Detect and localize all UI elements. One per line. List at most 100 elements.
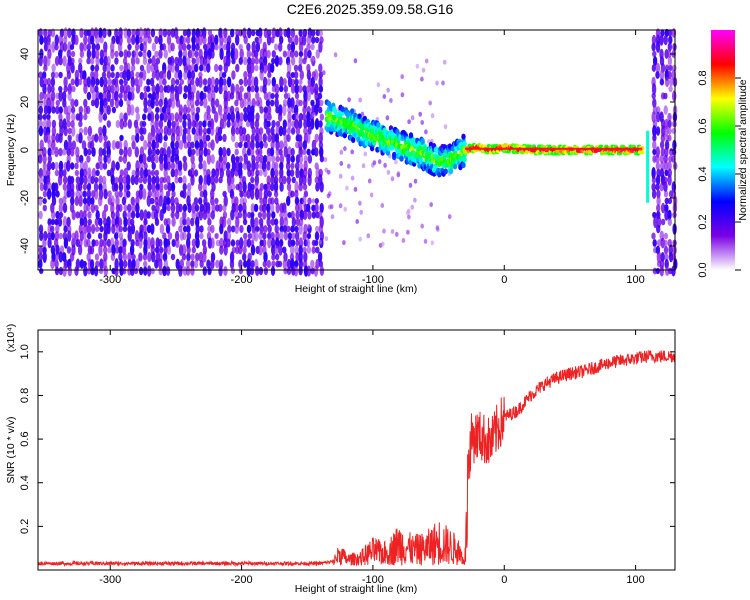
spectrogram-cell [299,70,304,80]
spectrogram-cell [191,246,196,254]
spectrogram-cell [79,259,85,269]
spectrogram-cell [214,233,219,239]
spectrogram-cell [127,203,132,213]
spectrogram-cell [51,106,56,114]
spectrogram-cell [143,260,148,268]
spectrogram-cell [142,188,147,200]
spectrogram-cell [186,56,191,66]
spectrogram-cell [399,155,404,162]
spectrogram-cell [78,112,83,122]
spectrogram-cell [243,232,248,240]
spectrogram-cell [421,67,426,73]
spectrogram-cell [170,133,176,143]
spectrogram-cell [667,127,672,135]
spectrogram-cell [39,268,44,274]
spectrogram-cell [424,58,429,64]
spectrogram-cell [293,71,299,79]
spectrogram-cell [170,154,175,164]
spectrogram-cell [122,154,128,164]
spectrogram-cell [94,217,100,227]
spectrogram-cell [271,50,276,58]
spectrogram-cell [258,231,263,241]
y-tick-label: 1.0 [19,344,31,359]
spectrogram-cell [314,198,319,204]
spectrogram-cell [279,35,284,45]
spectrogram-cell [270,218,275,226]
spectrogram-cell [119,237,124,249]
spectrogram-x-axis-label: Height of straight line (km) [295,283,418,295]
spectrogram-cell [115,161,120,171]
spectrogram-cell [382,228,386,234]
spectrogram-cell [151,84,156,94]
spectrogram-cell [262,260,267,268]
spectrogram-cell [178,111,183,123]
x-tick-label: -100 [362,274,384,286]
spectrogram-cell [199,232,204,240]
snr-y-ticks: 0.2 0.4 0.6 0.8 1.0 [19,344,675,534]
snr-plot-area [38,330,675,570]
spectrogram-cell [267,91,272,101]
spectrogram-cell [274,93,279,99]
spectrogram-cell [663,34,668,46]
spectrogram-cell [342,240,346,246]
spectrogram-cell [170,253,176,261]
spectrogram-cell [302,140,307,150]
spectrogram-cell [102,27,107,39]
spectrogram-cell [246,62,252,74]
spectrogram-cell [182,175,187,185]
spectrogram-cell [318,85,324,93]
spectrogram-cell [298,29,303,37]
spectrogram-cell [210,41,215,53]
spectrogram-cell [206,174,211,186]
spectrogram-cell [178,225,183,233]
spectrogram-cell [94,204,99,212]
spectrogram-cell [143,266,148,276]
spectrogram-cell [267,232,272,240]
spectrogram-cell [47,84,52,94]
spectrogram-cell [78,132,83,144]
spectrogram-cell [190,141,195,149]
spectrogram-cell [42,168,47,178]
spectrogram-cell [651,232,656,240]
spectrogram-cell [267,190,272,198]
spectrogram-cell [258,266,264,276]
spectrogram-cell [381,241,385,247]
spectrogram-cell [195,90,201,102]
spectrogram-cell [198,120,203,128]
spectrogram-cell [221,216,227,228]
spectrogram-cell [43,230,48,242]
spectrogram-cell [175,98,181,108]
spectrogram-cell [86,105,91,115]
spectrogram-cell [103,188,108,200]
spectrogram-cell [191,57,196,65]
spectrogram-cell [246,42,251,52]
spectrogram-cell [263,91,269,101]
spectrogram-cell [118,246,123,254]
spectrogram-cell [70,162,75,170]
spectrogram-cell [142,253,148,261]
spectrogram-cell [230,209,235,221]
spectrogram-cell [178,41,183,53]
spectrogram-cell [102,238,108,248]
spectrogram-cell [283,146,288,158]
spectrogram-cell [226,112,232,122]
spectrogram-cell [238,203,243,213]
spectrogram-cell [663,105,668,115]
spectrogram-cell [58,132,63,144]
spectrogram-cell [119,78,124,86]
spectrogram-cell [386,87,390,93]
spectrogram-cell [226,106,231,114]
spectrogram-cell [257,97,263,109]
spectrogram-cell [110,202,115,214]
spectrogram-cell [274,161,279,171]
spectrogram-cell [302,57,307,65]
spectrogram-cell [251,155,256,163]
spectrogram-cell [655,174,661,186]
spectrogram-cell [107,246,112,254]
spectrogram-cell [103,134,108,142]
spectrogram-cell [187,70,192,80]
spectrogram-cell [90,266,95,276]
spectrogram-cell [238,155,243,163]
spectrogram-cell [130,56,136,66]
spectrogram-cell [282,175,287,185]
